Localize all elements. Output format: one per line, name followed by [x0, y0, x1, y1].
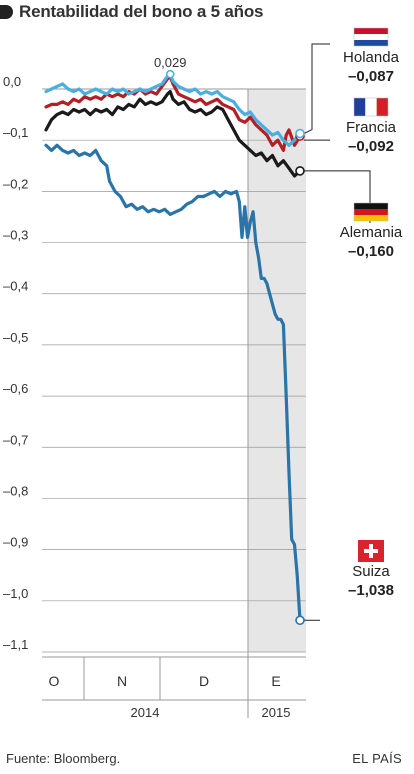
series-name-label: Alemania	[340, 224, 403, 241]
year-label: 2014	[131, 705, 160, 720]
series-value-label: –0,087	[348, 68, 394, 85]
series-line-suiza	[44, 143, 302, 622]
y-tick-label: –0,9	[3, 535, 28, 550]
flag-border	[353, 97, 389, 117]
month-label: O	[49, 673, 60, 689]
y-tick-label: –0,5	[3, 330, 28, 345]
series-line-alemania	[44, 90, 302, 178]
flag-border	[353, 27, 389, 47]
y-tick-label: –0,8	[3, 483, 28, 498]
flag-stripe	[354, 215, 388, 221]
flag-stripe	[376, 98, 388, 116]
y-tick-label: –0,1	[3, 125, 28, 140]
y-tick-label: –0,4	[3, 279, 28, 294]
y-tick-label: –0,7	[3, 432, 28, 447]
series-value-label: –1,038	[348, 582, 394, 599]
chart-title: Rentabilidad del bono a 5 años	[19, 2, 264, 21]
series-value-label: –0,092	[348, 138, 394, 155]
series-value-label: –0,160	[348, 243, 394, 260]
germany-flag	[353, 202, 389, 222]
y-tick-label: –0,6	[3, 381, 28, 396]
flag-stripe	[354, 203, 388, 209]
month-label: N	[117, 673, 127, 689]
end-marker-alemania	[295, 166, 305, 176]
source-note: Fuente: Bloomberg.	[6, 751, 121, 766]
bullet-icon	[0, 5, 13, 19]
end-marker-holanda	[295, 128, 305, 139]
netherlands-flag	[353, 27, 389, 47]
flag-stripe	[365, 98, 377, 116]
flag-stripe	[354, 34, 388, 40]
flag-stripe	[354, 28, 388, 34]
end-marker-suiza	[295, 615, 305, 626]
month-label: D	[199, 673, 209, 689]
y-tick-label: 0,0	[3, 74, 21, 89]
switzerland-flag	[358, 540, 384, 562]
title-row: Rentabilidad del bono a 5 años	[0, 0, 264, 24]
flag-stripe	[354, 40, 388, 46]
month-label: E	[271, 673, 280, 689]
flag-stripe	[354, 98, 366, 116]
brand-logo: EL PAÍS	[352, 751, 402, 766]
connector-holanda	[303, 43, 330, 134]
france-flag	[353, 97, 389, 117]
y-tick-label: –1,0	[3, 586, 28, 601]
peak-marker	[165, 69, 175, 79]
y-tick-label: –0,3	[3, 228, 28, 243]
peak-label: 0,029	[154, 55, 187, 70]
series-name-label: Holanda	[343, 49, 400, 66]
flag-border	[353, 202, 389, 222]
flag-cross	[364, 549, 378, 553]
series-name-label: Suiza	[352, 563, 390, 580]
flag-stripe	[354, 209, 388, 215]
year-label: 2015	[262, 705, 291, 720]
series-name-label: Francia	[346, 119, 397, 136]
series-line-francia	[44, 74, 302, 152]
y-tick-label: –0,2	[3, 176, 28, 191]
y-tick-label: –1,1	[3, 637, 28, 652]
